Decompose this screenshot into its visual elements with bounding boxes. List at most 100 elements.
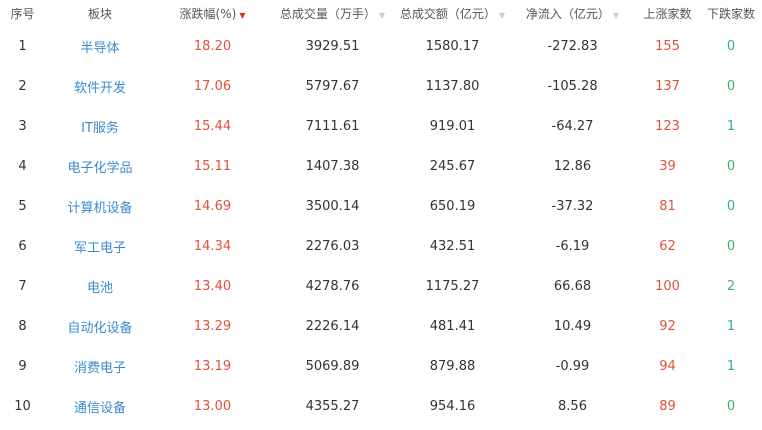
header-decliners: 下跌家数 — [700, 0, 762, 26]
turnover: 432.51 — [429, 238, 476, 254]
volume: 7111.61 — [305, 118, 360, 134]
advancers-count: 94 — [659, 358, 676, 374]
turnover: 954.16 — [429, 398, 476, 414]
sector-name-link[interactable]: 消费电子 — [73, 360, 126, 376]
row-index: 3 — [18, 118, 27, 134]
change-pct: 13.29 — [193, 318, 232, 334]
table-row: 8 自动化设备 13.29 2226.14 481.41 10.49 92 1 — [0, 306, 762, 346]
header-change-pct[interactable]: 涨跌幅(%) ▼ — [155, 0, 270, 26]
header-label: 上涨家数 — [643, 6, 692, 21]
decliners-count: 0 — [726, 198, 736, 214]
table-row: 7 电池 13.40 4278.76 1175.27 66.68 100 2 — [0, 266, 762, 306]
turnover: 245.67 — [429, 158, 476, 174]
volume: 2226.14 — [305, 318, 360, 334]
row-index: 7 — [18, 278, 27, 294]
change-pct: 14.69 — [193, 198, 232, 214]
advancers-count: 92 — [659, 318, 676, 334]
turnover: 481.41 — [429, 318, 476, 334]
table-row: 6 军工电子 14.34 2276.03 432.51 -6.19 62 0 — [0, 226, 762, 266]
decliners-count: 0 — [726, 38, 736, 54]
header-label: 序号 — [10, 6, 35, 21]
decliners-count: 1 — [726, 318, 736, 334]
sort-arrow-icon[interactable]: ▼ — [612, 10, 620, 20]
advancers-count: 62 — [659, 238, 676, 254]
net-inflow: 10.49 — [553, 318, 592, 334]
advancers-count: 137 — [655, 78, 680, 94]
advancers-count: 155 — [655, 38, 680, 54]
advancers-count: 123 — [655, 118, 680, 134]
sort-arrow-icon[interactable]: ▼ — [498, 10, 506, 20]
change-pct: 13.40 — [193, 278, 232, 294]
volume: 3929.51 — [305, 38, 360, 54]
row-index: 1 — [18, 38, 27, 54]
table-body: 1 半导体 18.20 3929.51 1580.17 -272.83 155 0 2 软件开发 1… — [0, 26, 762, 426]
decliners-count: 0 — [726, 238, 736, 254]
net-inflow: -37.32 — [551, 198, 594, 214]
table-row: 4 电子化学品 15.11 1407.38 245.67 12.86 39 0 — [0, 146, 762, 186]
change-pct: 18.20 — [193, 38, 232, 54]
sector-name-link[interactable]: 军工电子 — [73, 240, 126, 256]
volume: 5069.89 — [305, 358, 360, 374]
sort-arrow-icon[interactable]: ▼ — [378, 10, 386, 20]
sector-name-link[interactable]: IT服务 — [81, 120, 119, 136]
header-index: 序号 — [0, 0, 45, 26]
net-inflow: -6.19 — [555, 238, 590, 254]
header-label: 总成交量（万手） — [279, 6, 376, 21]
volume: 4355.27 — [305, 398, 360, 414]
sector-name-link[interactable]: 计算机设备 — [67, 200, 133, 216]
table-row: 1 半导体 18.20 3929.51 1580.17 -272.83 155 0 — [0, 26, 762, 66]
change-pct: 15.11 — [193, 158, 232, 174]
header-turnover[interactable]: 总成交额（亿元） ▼ — [395, 0, 510, 26]
volume: 3500.14 — [305, 198, 360, 214]
change-pct: 15.44 — [193, 118, 232, 134]
table-row: 10 通信设备 13.00 4355.27 954.16 8.56 89 0 — [0, 386, 762, 426]
volume: 1407.38 — [305, 158, 360, 174]
table-row: 9 消费电子 13.19 5069.89 879.88 -0.99 94 1 — [0, 346, 762, 386]
sector-name-link[interactable]: 电子化学品 — [67, 160, 133, 176]
sort-arrow-icon[interactable]: ▼ — [239, 10, 246, 20]
net-inflow: -0.99 — [555, 358, 590, 374]
net-inflow: -64.27 — [551, 118, 594, 134]
turnover: 879.88 — [429, 358, 476, 374]
decliners-count: 1 — [726, 118, 736, 134]
turnover: 919.01 — [429, 118, 476, 134]
header-advancers: 上涨家数 — [635, 0, 700, 26]
row-index: 6 — [18, 238, 27, 254]
sector-name-link[interactable]: 电池 — [86, 280, 113, 296]
change-pct: 17.06 — [193, 78, 232, 94]
header-label: 总成交额（亿元） — [399, 6, 496, 21]
header-row: 序号 板块 涨跌幅(%) ▼ 总成交量（万手） ▼ 总成交额（亿元） ▼ 净流入（亿元） ▼ 上涨家… — [0, 0, 762, 26]
header-label: 涨跌幅(%) — [179, 6, 237, 21]
sector-name-link[interactable]: 自动化设备 — [67, 320, 133, 336]
advancers-count: 100 — [655, 278, 680, 294]
sector-name-link[interactable]: 通信设备 — [73, 400, 126, 416]
turnover: 1580.17 — [425, 38, 480, 54]
volume: 5797.67 — [305, 78, 360, 94]
advancers-count: 81 — [659, 198, 676, 214]
header-volume[interactable]: 总成交量（万手） ▼ — [270, 0, 395, 26]
turnover: 650.19 — [429, 198, 476, 214]
sector-name-link[interactable]: 半导体 — [80, 40, 120, 56]
row-index: 5 — [18, 198, 27, 214]
table-row: 3 IT服务 15.44 7111.61 919.01 -64.27 123 1 — [0, 106, 762, 146]
header-label: 净流入（亿元） — [525, 6, 610, 21]
net-inflow: -272.83 — [547, 38, 598, 54]
row-index: 9 — [18, 358, 27, 374]
decliners-count: 0 — [726, 78, 736, 94]
volume: 2276.03 — [305, 238, 360, 254]
net-inflow: -105.28 — [547, 78, 598, 94]
change-pct: 13.00 — [193, 398, 232, 414]
header-sector: 板块 — [45, 0, 155, 26]
decliners-count: 1 — [726, 358, 736, 374]
net-inflow: 8.56 — [558, 398, 587, 414]
table-row: 2 软件开发 17.06 5797.67 1137.80 -105.28 137 0 — [0, 66, 762, 106]
decliners-count: 2 — [726, 278, 736, 294]
net-inflow: 12.86 — [553, 158, 592, 174]
turnover: 1175.27 — [425, 278, 480, 294]
header-label: 下跌家数 — [706, 6, 755, 21]
header-net-inflow[interactable]: 净流入（亿元） ▼ — [510, 0, 635, 26]
turnover: 1137.80 — [425, 78, 480, 94]
change-pct: 14.34 — [193, 238, 232, 254]
sector-name-link[interactable]: 软件开发 — [73, 80, 126, 96]
